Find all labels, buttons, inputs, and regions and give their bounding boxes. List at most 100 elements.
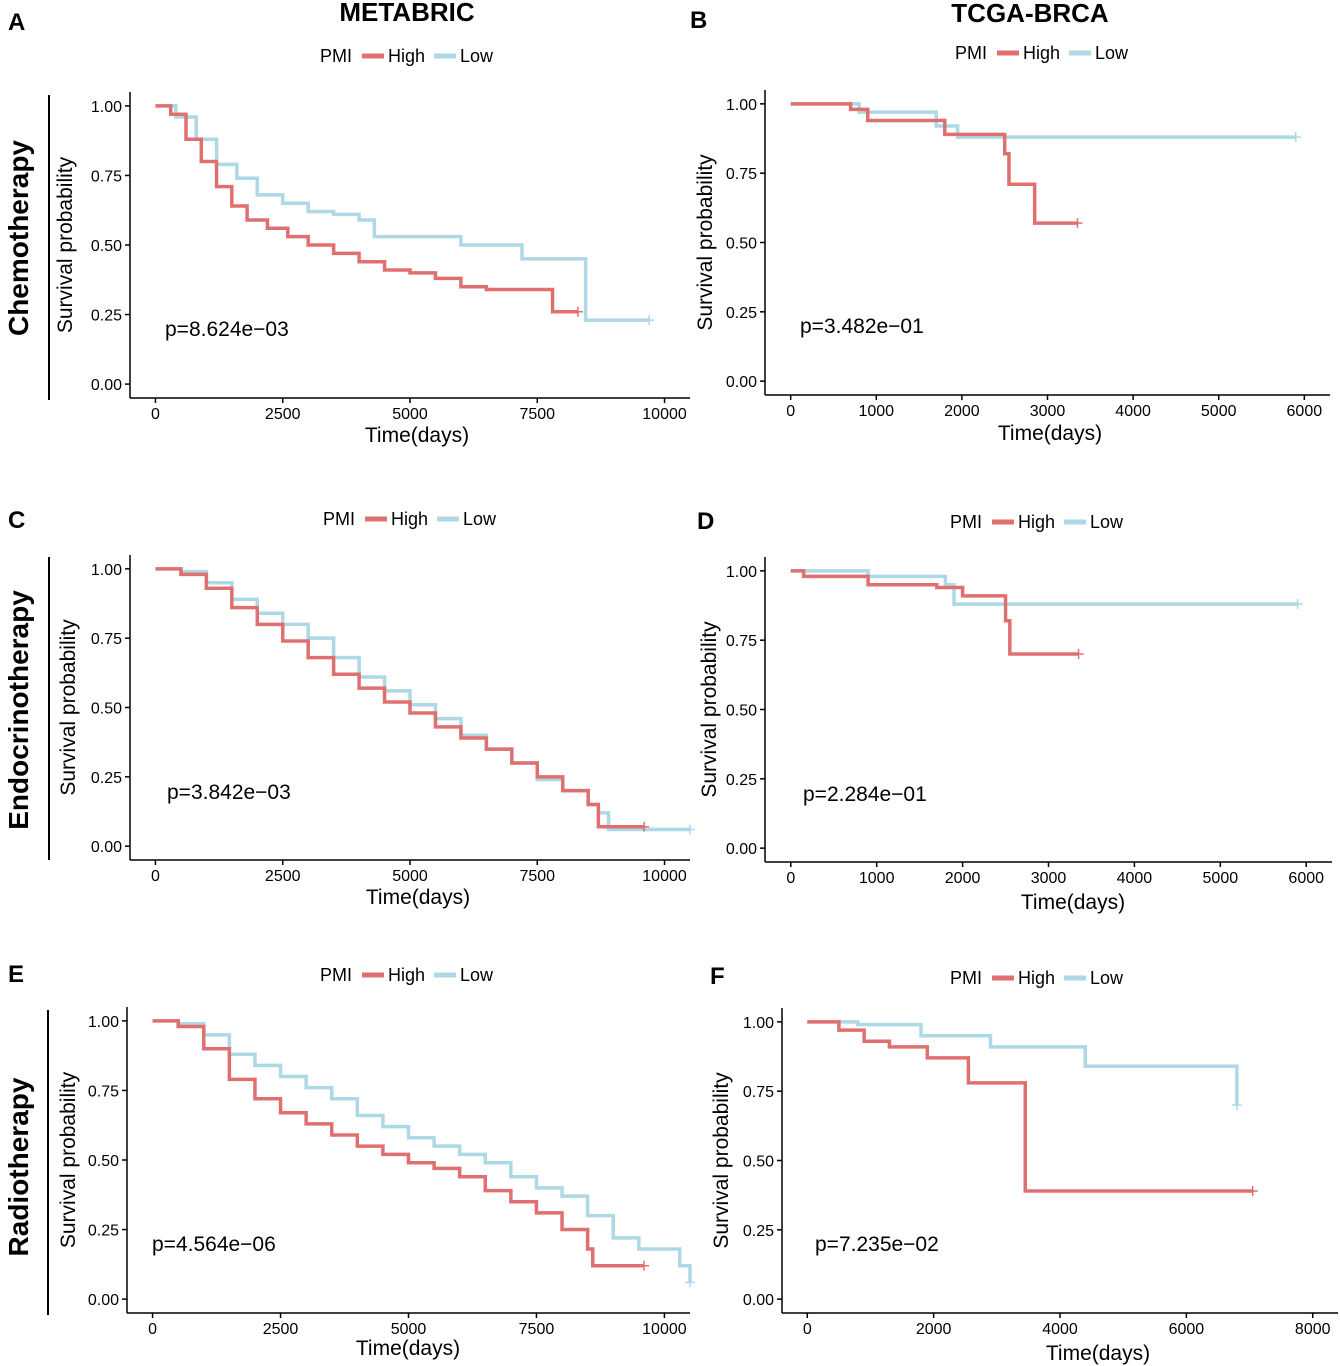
censor-mark-low	[1231, 1100, 1242, 1111]
legend-title: PMI	[320, 46, 352, 66]
y-tick-label: 0.50	[726, 236, 757, 253]
x-tick-label: 4000	[1042, 1321, 1078, 1338]
panel-label: A	[8, 9, 25, 36]
x-tick-label: 1000	[858, 403, 894, 420]
km-plot-panel-e: E PMI High Low 0.00 0.25 0.50 0.75 1.00 0 2500 5000…	[8, 961, 695, 1360]
censor-mark-high	[1072, 218, 1083, 229]
survival-curve-low	[790, 569, 1298, 606]
y-tick-label: 0.00	[726, 841, 757, 858]
panel-label: C	[8, 507, 25, 534]
censor-mark-low	[685, 1277, 695, 1288]
x-tick-label: 1000	[859, 870, 895, 887]
y-tick-label: 0.50	[88, 1153, 119, 1170]
km-plot-panel-b: B PMI High Low 0.00 0.25 0.50 0.75 1.00 0 1000 2000…	[690, 7, 1330, 445]
x-tick-label: 5000	[1201, 403, 1237, 420]
km-plot-panel-c: C PMI High Low 0.00 0.25 0.50 0.75 1.00 0 2500 5000…	[8, 507, 695, 909]
legend-label-low: Low	[463, 509, 497, 529]
row-rule-radiotherapy	[47, 1010, 49, 1315]
y-tick-label: 0.25	[743, 1223, 774, 1240]
row-rule-endocrinotherapy	[48, 557, 50, 860]
km-plot-panel-d: D PMI High Low 0.00 0.25 0.50 0.75 1.00 0 1000 2000…	[697, 508, 1332, 914]
p-value-annotation: p=7.235e−02	[815, 1233, 939, 1256]
survival-curve-high	[155, 567, 645, 829]
x-axis-label: Time(days)	[356, 1337, 460, 1360]
y-tick-label: 1.00	[91, 99, 122, 116]
x-tick-label: 10000	[642, 1321, 687, 1338]
legend-title: PMI	[955, 43, 987, 63]
y-tick-label: 1.00	[88, 1014, 119, 1031]
x-tick-label: 2000	[945, 870, 981, 887]
x-tick-label: 4000	[1117, 870, 1153, 887]
x-axis-label: Time(days)	[1046, 1342, 1150, 1365]
legend-label-low: Low	[460, 46, 494, 66]
legend-label-high: High	[388, 46, 425, 66]
x-tick-label: 0	[803, 1321, 812, 1338]
x-tick-label: 7500	[519, 1321, 555, 1338]
y-tick-label: 0.25	[91, 770, 122, 787]
y-axis-label: Survival probability	[694, 154, 717, 331]
x-tick-label: 10000	[642, 406, 687, 423]
x-tick-label: 0	[786, 870, 795, 887]
x-axis-label: Time(days)	[1021, 891, 1125, 914]
censor-mark-low	[685, 824, 695, 835]
y-tick-label: 1.00	[726, 564, 757, 581]
survival-curve-high	[790, 102, 1078, 225]
x-tick-label: 10000	[642, 868, 687, 885]
y-tick-label: 0.50	[726, 703, 757, 720]
panel-label: B	[690, 7, 707, 34]
censor-mark-low	[644, 315, 655, 326]
x-tick-label: 0	[786, 403, 795, 420]
survival-curve-high	[155, 104, 578, 314]
y-tick-label: 0.00	[88, 1292, 119, 1309]
survival-curve-high	[790, 569, 1079, 656]
x-axis-label: Time(days)	[365, 424, 469, 447]
y-axis-label: Survival probability	[698, 621, 721, 798]
y-tick-label: 0.00	[726, 374, 757, 391]
p-value-annotation: p=3.482e−01	[800, 315, 924, 338]
p-value-annotation: p=4.564e−06	[152, 1233, 276, 1256]
km-plot-panel-a: A PMI High Low 0.00 0.25 0.50 0.75 1.00 0 2500 5000…	[8, 9, 690, 447]
censor-mark-low	[1290, 132, 1301, 143]
x-tick-label: 5000	[392, 868, 428, 885]
survival-curve-high	[807, 1020, 1253, 1193]
legend-label-low: Low	[1090, 512, 1124, 532]
legend-title: PMI	[320, 965, 352, 985]
censor-mark-high	[1073, 649, 1084, 660]
x-tick-label: 2500	[265, 868, 301, 885]
y-tick-label: 0.75	[91, 168, 122, 185]
x-tick-label: 5000	[1203, 870, 1239, 887]
legend-label-high: High	[1023, 43, 1060, 63]
x-tick-label: 3000	[1031, 870, 1067, 887]
x-tick-label: 5000	[391, 1321, 427, 1338]
x-tick-label: 2500	[263, 1321, 299, 1338]
y-tick-label: 0.75	[91, 631, 122, 648]
y-axis-label: Survival probability	[54, 156, 77, 333]
y-tick-label: 0.00	[91, 839, 122, 856]
x-tick-label: 2000	[944, 403, 980, 420]
y-tick-label: 1.00	[726, 97, 757, 114]
x-tick-label: 6000	[1288, 870, 1324, 887]
legend-label-low: Low	[460, 965, 494, 985]
x-tick-label: 4000	[1115, 403, 1151, 420]
censor-mark-high	[639, 821, 650, 832]
survival-curve-low	[155, 104, 650, 322]
panel-label: F	[710, 963, 725, 990]
panel-label: E	[8, 961, 24, 988]
row-rule-chemotherapy	[48, 95, 50, 400]
x-tick-label: 5000	[392, 406, 428, 423]
x-tick-label: 0	[151, 406, 160, 423]
y-tick-label: 0.75	[743, 1084, 774, 1101]
x-tick-label: 7500	[519, 868, 555, 885]
y-axis-label: Survival probability	[57, 1071, 80, 1248]
legend-label-high: High	[391, 509, 428, 529]
y-tick-label: 0.50	[91, 701, 122, 718]
y-tick-label: 0.75	[726, 633, 757, 650]
y-tick-label: 1.00	[743, 1015, 774, 1032]
x-axis-label: Time(days)	[366, 886, 470, 909]
y-tick-label: 0.25	[88, 1223, 119, 1240]
y-tick-label: 0.50	[743, 1154, 774, 1171]
y-tick-label: 0.25	[726, 772, 757, 789]
x-tick-label: 8000	[1295, 1321, 1331, 1338]
legend-title: PMI	[323, 509, 355, 529]
